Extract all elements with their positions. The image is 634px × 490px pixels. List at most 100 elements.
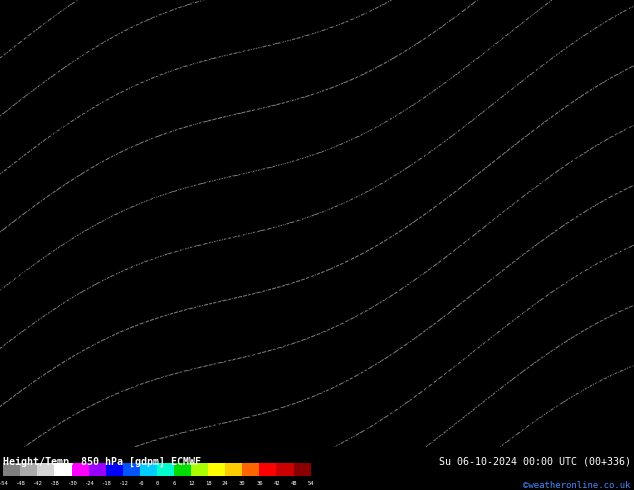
Text: 3: 3 (532, 277, 537, 286)
Text: 9: 9 (537, 28, 541, 37)
Text: 0: 0 (498, 114, 503, 122)
Text: 9: 9 (420, 106, 424, 115)
Text: 6: 6 (249, 0, 254, 6)
Text: 2: 2 (200, 387, 205, 395)
Text: 9: 9 (605, 0, 610, 6)
Text: 0: 0 (87, 332, 92, 341)
Text: 2: 2 (234, 402, 239, 411)
Text: 1: 1 (400, 262, 404, 271)
Text: 0: 0 (151, 293, 156, 302)
Text: 6: 6 (102, 67, 107, 76)
Text: 8: 8 (385, 106, 390, 115)
Text: 1: 1 (503, 192, 507, 201)
Text: 8: 8 (39, 223, 43, 232)
Text: 0: 0 (141, 293, 146, 302)
Text: 3: 3 (517, 262, 522, 271)
Text: 5: 5 (78, 4, 82, 14)
Text: 9: 9 (39, 277, 43, 286)
Text: 8: 8 (112, 176, 117, 185)
Text: 7: 7 (415, 4, 420, 14)
Text: 5: 5 (591, 324, 595, 333)
Text: 5: 5 (576, 371, 581, 380)
Text: 5: 5 (605, 347, 610, 357)
Text: 7: 7 (337, 75, 341, 84)
Text: 9: 9 (73, 246, 77, 255)
Text: 6: 6 (239, 28, 243, 37)
Text: 0: 0 (283, 231, 288, 240)
Text: 3: 3 (322, 394, 327, 403)
Text: 0: 0 (463, 176, 469, 185)
Text: 3: 3 (400, 379, 404, 388)
Text: 7: 7 (0, 207, 4, 216)
Text: 9: 9 (449, 98, 454, 107)
Text: 2: 2 (463, 285, 469, 294)
Text: 8: 8 (449, 67, 454, 76)
Text: 8: 8 (391, 82, 395, 92)
Text: 1: 1 (180, 317, 185, 325)
Text: 9: 9 (571, 36, 576, 45)
Text: 8: 8 (327, 145, 332, 154)
Text: 3: 3 (512, 293, 517, 302)
Text: 6: 6 (14, 122, 19, 130)
Text: 6: 6 (171, 28, 175, 37)
Text: 2: 2 (205, 410, 209, 419)
Text: 2: 2 (380, 317, 385, 325)
Text: 7: 7 (87, 153, 92, 162)
Text: 5: 5 (463, 441, 469, 450)
Text: 6: 6 (615, 394, 620, 403)
Text: 8: 8 (361, 82, 366, 92)
Text: 8: 8 (405, 67, 410, 76)
Text: 3: 3 (185, 441, 190, 450)
Text: 6: 6 (34, 122, 39, 130)
Text: 7: 7 (39, 184, 43, 193)
Text: 0: 0 (576, 75, 581, 84)
Text: 7: 7 (117, 145, 122, 154)
Text: 7: 7 (327, 44, 332, 52)
Text: 4: 4 (429, 394, 434, 403)
Text: 1: 1 (249, 340, 254, 349)
Text: 9: 9 (591, 0, 595, 6)
Text: 9: 9 (469, 90, 473, 99)
Text: 2: 2 (346, 340, 351, 349)
Text: 2: 2 (395, 340, 400, 349)
Text: 8: 8 (34, 254, 39, 263)
Text: 8: 8 (219, 145, 224, 154)
Text: 1: 1 (19, 425, 23, 435)
Text: 5: 5 (566, 340, 571, 349)
Text: 8: 8 (146, 192, 151, 201)
Text: 8: 8 (48, 231, 53, 240)
Text: 7: 7 (0, 199, 4, 208)
Text: 9: 9 (542, 51, 547, 60)
Text: 9: 9 (171, 215, 175, 224)
Text: 7: 7 (429, 4, 434, 14)
Text: 2: 2 (141, 379, 146, 388)
Text: 8: 8 (508, 28, 512, 37)
Text: 1: 1 (151, 371, 156, 380)
Text: 7: 7 (434, 4, 439, 14)
Text: 7: 7 (361, 20, 366, 29)
Text: 5: 5 (454, 417, 458, 427)
Text: 0: 0 (127, 293, 131, 302)
Text: 2: 2 (498, 254, 503, 263)
Text: 9: 9 (254, 176, 258, 185)
Text: 1: 1 (605, 122, 610, 130)
Text: 0: 0 (444, 176, 449, 185)
Text: 4: 4 (425, 433, 429, 442)
Text: 1: 1 (327, 285, 332, 294)
Text: 1: 1 (58, 417, 63, 427)
Text: 0: 0 (595, 75, 600, 84)
Text: 0: 0 (498, 122, 503, 130)
Text: 2: 2 (522, 246, 527, 255)
Text: 5: 5 (112, 28, 117, 37)
Text: 5: 5 (127, 20, 131, 29)
Text: 0: 0 (131, 277, 136, 286)
Text: 3: 3 (527, 285, 532, 294)
Text: 0: 0 (576, 82, 581, 92)
Text: 0: 0 (165, 262, 171, 271)
Text: 1: 1 (581, 129, 586, 138)
Text: 4: 4 (547, 324, 552, 333)
Text: 4: 4 (380, 441, 385, 450)
Text: 0: 0 (234, 246, 239, 255)
Text: 2: 2 (151, 410, 156, 419)
Text: 1: 1 (434, 254, 439, 263)
